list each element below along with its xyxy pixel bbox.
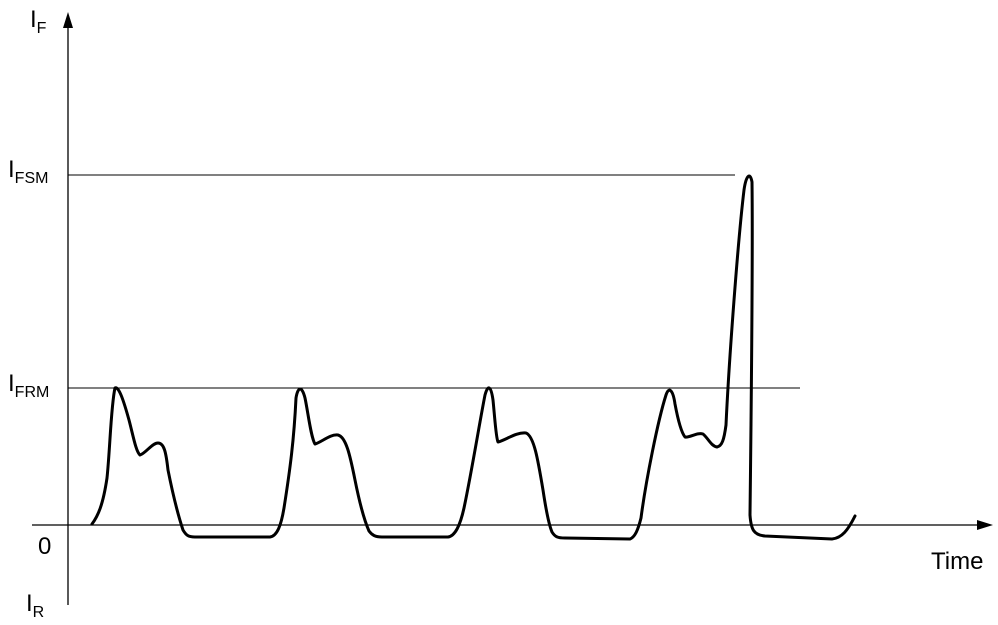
y-axis-label-ir: IR bbox=[26, 590, 44, 621]
y-axis-label-if: IF bbox=[30, 6, 46, 37]
ir-main: I bbox=[26, 590, 33, 617]
x-axis-arrowhead bbox=[977, 520, 993, 530]
if-main: I bbox=[30, 6, 37, 33]
x-axis-label-time: Time bbox=[931, 548, 984, 575]
y-axis-arrowhead bbox=[63, 12, 73, 28]
ifrm-main: I bbox=[8, 370, 15, 397]
ifsm-sub: FSM bbox=[14, 170, 49, 187]
level-label-ifrm: IFRM bbox=[8, 370, 49, 401]
ir-sub: R bbox=[32, 604, 45, 621]
origin-label: 0 bbox=[38, 533, 52, 560]
if-sub: F bbox=[36, 20, 47, 37]
current-waveform bbox=[90, 174, 857, 541]
level-label-ifsm: IFSM bbox=[8, 156, 48, 187]
ifrm-sub: FRM bbox=[14, 384, 50, 401]
ifsm-main: I bbox=[8, 156, 15, 183]
